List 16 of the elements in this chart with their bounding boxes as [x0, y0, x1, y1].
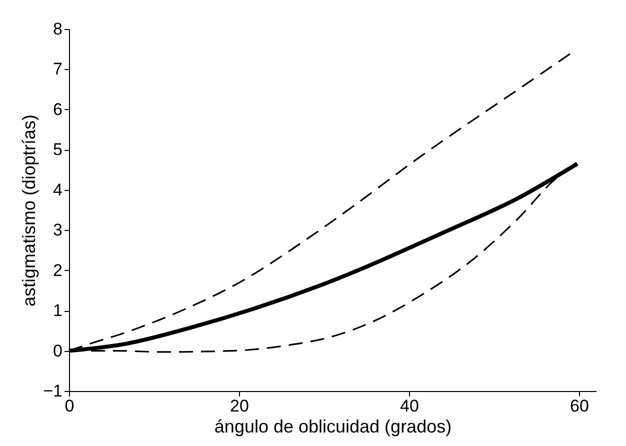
y-tick-label: 6 [53, 100, 62, 119]
y-tick-label: 3 [53, 220, 62, 240]
y-tick-label: 5 [53, 140, 62, 160]
x-tick-label: 20 [230, 396, 249, 416]
y-tick-label: 2 [53, 260, 62, 280]
y-tick-label: 1 [53, 301, 62, 320]
x-tick-label: 60 [570, 396, 589, 416]
y-tick-label: 0 [53, 341, 62, 360]
y-axis-title: astigmatismo (dioptrías) [19, 114, 40, 307]
x-tick-label: 0 [64, 396, 74, 416]
y-tick-label: 8 [53, 20, 62, 38]
x-tick-label: 40 [400, 396, 419, 416]
y-tick-label: −1 [43, 382, 62, 400]
y-tick-label: 4 [53, 180, 62, 200]
x-axis-title: ángulo de oblicuidad (grados) [214, 416, 452, 436]
y-tick-label: 7 [53, 60, 62, 79]
